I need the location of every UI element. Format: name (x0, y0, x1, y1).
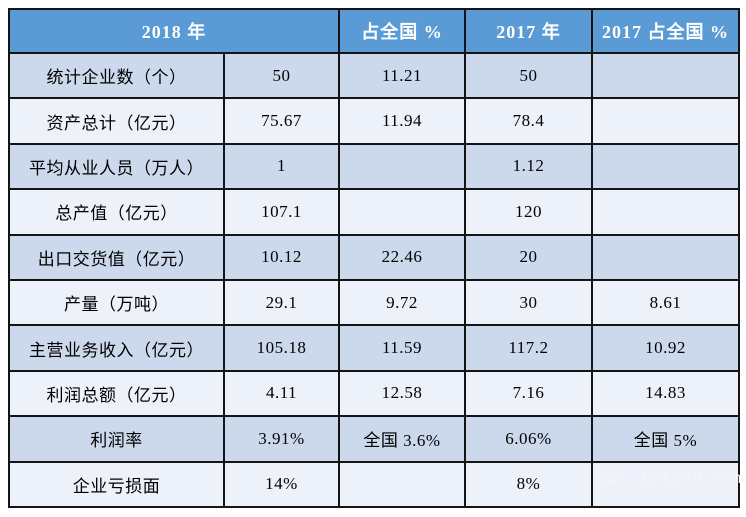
value-2018: 14% (223, 460, 340, 509)
value-2017: 78.4 (464, 97, 593, 145)
value-2018: 107.1 (223, 188, 340, 236)
value-2018: 75.67 (223, 97, 340, 145)
table-row: 资产总计（亿元） 75.67 11.94 78.4 (8, 97, 740, 145)
share-2017: 8.61 (591, 278, 740, 327)
share-2017 (591, 142, 740, 191)
value-2017: 120 (464, 188, 593, 236)
table-row: 平均从业人员（万人） 1 1.12 (8, 142, 740, 191)
share-2017 (591, 188, 740, 236)
share-2017: 全国 5% (591, 415, 740, 463)
share-2017: 10.92 (591, 324, 740, 372)
share-2017: 14.83 (591, 369, 740, 418)
value-2018: 3.91% (223, 415, 340, 463)
share-2018: 9.72 (338, 278, 466, 327)
value-2018: 29.1 (223, 278, 340, 327)
value-2017: 20 (464, 233, 593, 281)
row-label: 总产值（亿元） (8, 188, 225, 236)
table-body: 统计企业数（个） 50 11.21 50 资产总计（亿元） 75.67 11.9… (8, 51, 740, 509)
share-2018: 11.94 (338, 97, 466, 145)
share-2018: 11.21 (338, 51, 466, 100)
table-row: 利润率 3.91% 全国 3.6% 6.06% 全国 5% (8, 415, 740, 463)
table-row: 产量（万吨） 29.1 9.72 30 8.61 (8, 278, 740, 327)
table-row: 总产值（亿元） 107.1 120 (8, 188, 740, 236)
row-label: 主营业务收入（亿元） (8, 324, 225, 372)
statistics-table: 2018 年 占全国 % 2017 年 2017 占全国 % 统计企业数（个） … (8, 8, 740, 509)
value-2018: 1 (223, 142, 340, 191)
value-2018: 4.11 (223, 369, 340, 418)
share-2017 (591, 97, 740, 145)
table-row: 统计企业数（个） 50 11.21 50 (8, 51, 740, 100)
table-header: 2018 年 占全国 % 2017 年 2017 占全国 % (8, 8, 740, 54)
value-2017: 8% (464, 460, 593, 509)
share-2018 (338, 188, 466, 236)
value-2018: 10.12 (223, 233, 340, 281)
row-label: 资产总计（亿元） (8, 97, 225, 145)
table-row: 主营业务收入（亿元） 105.18 11.59 117.2 10.92 (8, 324, 740, 372)
share-2018: 全国 3.6% (338, 415, 466, 463)
share-2018 (338, 142, 466, 191)
value-2017: 50 (464, 51, 593, 100)
header-row: 2018 年 占全国 % 2017 年 2017 占全国 % (8, 8, 740, 54)
share-2017 (591, 460, 740, 509)
row-label: 企业亏损面 (8, 460, 225, 509)
share-2018: 12.58 (338, 369, 466, 418)
table-row: 出口交货值（亿元） 10.12 22.46 20 (8, 233, 740, 281)
header-share-2017: 2017 占全国 % (591, 8, 740, 54)
header-share-2018: 占全国 % (338, 8, 466, 54)
value-2017: 30 (464, 278, 593, 327)
value-2018: 50 (223, 51, 340, 100)
value-2018: 105.18 (223, 324, 340, 372)
row-label: 产量（万吨） (8, 278, 225, 327)
row-label: 出口交货值（亿元） (8, 233, 225, 281)
value-2017: 1.12 (464, 142, 593, 191)
table-row: 利润总额（亿元） 4.11 12.58 7.16 14.83 (8, 369, 740, 418)
value-2017: 117.2 (464, 324, 593, 372)
row-label: 统计企业数（个） (8, 51, 225, 100)
header-2017: 2017 年 (464, 8, 593, 54)
header-2018: 2018 年 (8, 8, 340, 54)
share-2017 (591, 51, 740, 100)
share-2018: 22.46 (338, 233, 466, 281)
share-2017 (591, 233, 740, 281)
value-2017: 6.06% (464, 415, 593, 463)
row-label: 利润总额（亿元） (8, 369, 225, 418)
value-2017: 7.16 (464, 369, 593, 418)
row-label: 利润率 (8, 415, 225, 463)
row-label: 平均从业人员（万人） (8, 142, 225, 191)
share-2018 (338, 460, 466, 509)
share-2018: 11.59 (338, 324, 466, 372)
statistics-table-container: 2018 年 占全国 % 2017 年 2017 占全国 % 统计企业数（个） … (8, 8, 740, 509)
table-row: 企业亏损面 14% 8% (8, 460, 740, 509)
